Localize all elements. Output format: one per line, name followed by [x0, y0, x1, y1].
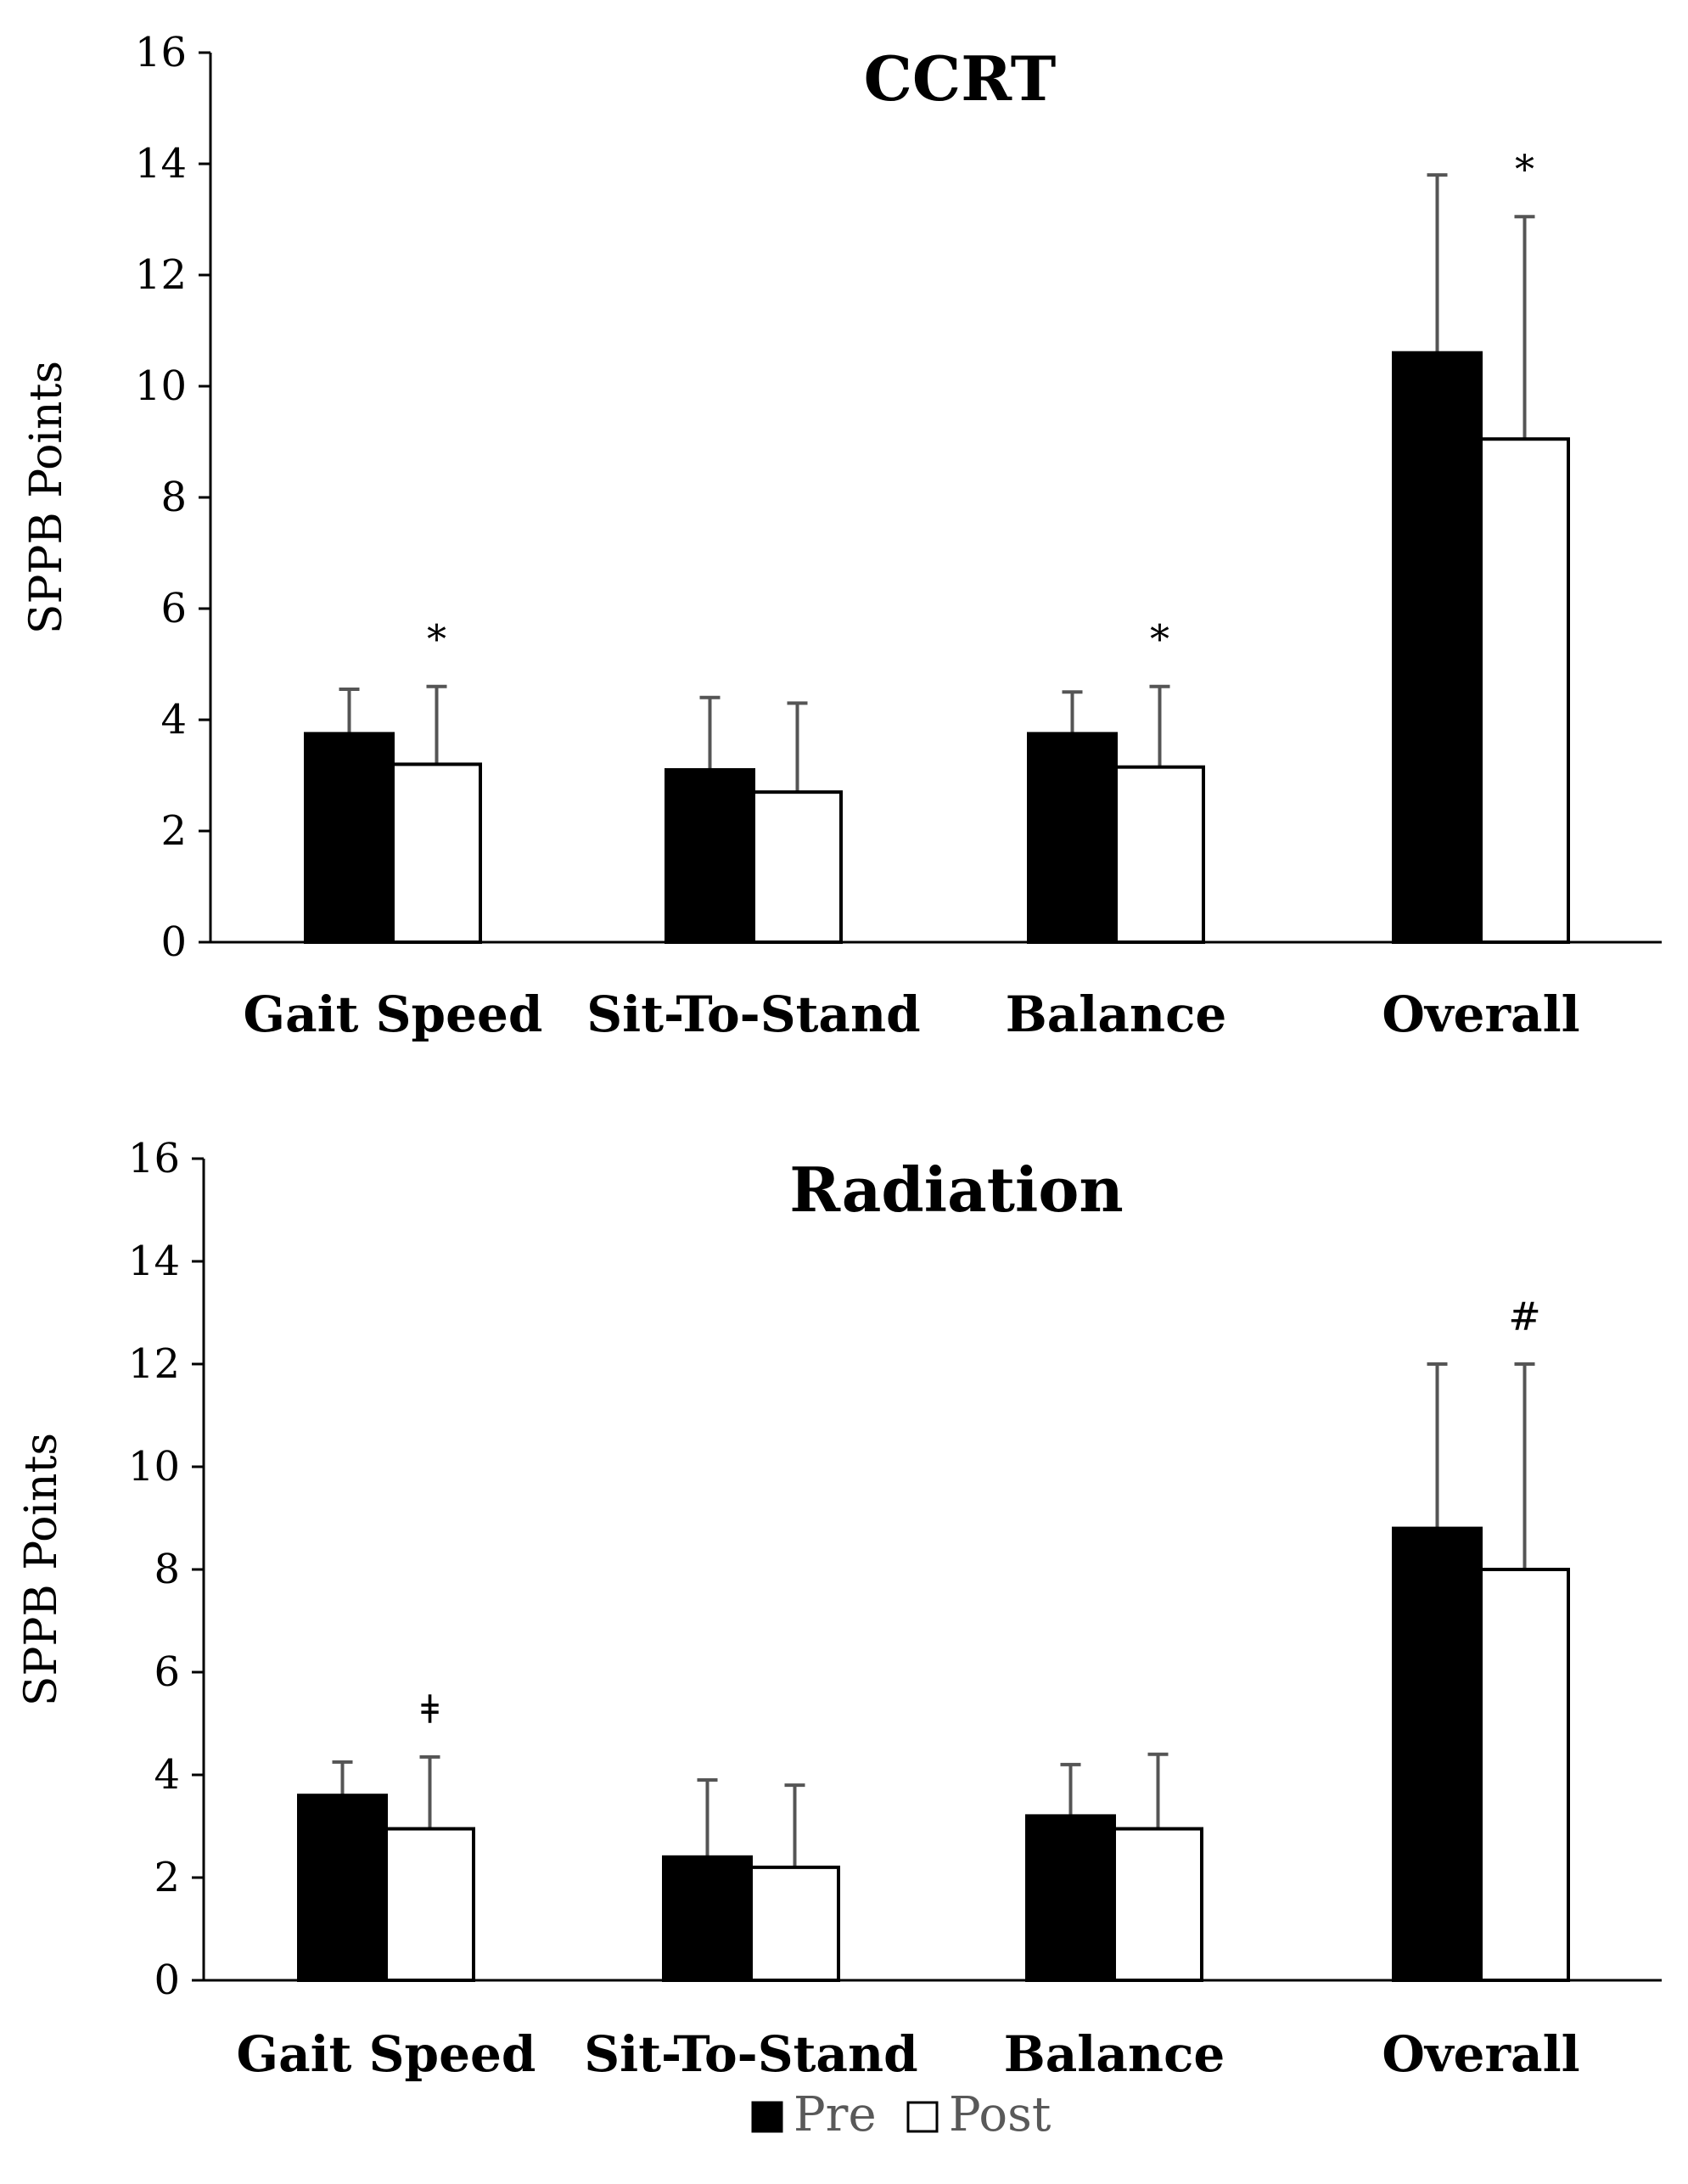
legend-swatch-pre: [751, 2101, 783, 2133]
y-axis-label: SPPB Points: [21, 361, 72, 634]
bar-post: [752, 790, 843, 945]
bar-post: [391, 762, 482, 945]
x-category-label: Sit-To-Stand: [586, 985, 920, 1043]
legend-label-pre: Pre: [794, 2087, 877, 2142]
y-tick-label: 6: [154, 1648, 180, 1696]
x-category-label: Gait Speed: [244, 985, 543, 1043]
chart-panel-2: Radiation SPPB Points 0 2 4 6 8 10 12 14 16 ǂ Gait S…: [16, 1135, 1662, 2083]
bar-post: [1113, 1827, 1203, 1982]
significance-marker: #: [1508, 1294, 1541, 1339]
bar-post: [384, 1827, 475, 1982]
y-tick-label: 2: [154, 1854, 180, 1901]
y-tick-label: 8: [154, 1546, 180, 1593]
bar-pre: [1392, 351, 1483, 944]
y-axis-label: SPPB Points: [16, 1433, 67, 1706]
bar-pre: [1392, 1526, 1483, 1982]
y-tick-label: 8: [160, 474, 187, 521]
bar-post: [1479, 437, 1570, 944]
y-tick-label: 12: [128, 1340, 180, 1388]
y-tick-label: 4: [154, 1751, 180, 1799]
bar-post: [1479, 1568, 1570, 1982]
bar-pre: [1025, 1814, 1116, 1982]
bar-pre: [662, 1855, 753, 1983]
y-tick-label: 0: [160, 918, 187, 966]
legend: Pre Post: [751, 2087, 1051, 2142]
bar-post: [749, 1865, 840, 1982]
significance-marker: *: [427, 616, 446, 662]
y-tick-label: 10: [135, 362, 187, 410]
y-tick-label: 4: [160, 696, 187, 744]
y-tick-label: 16: [135, 29, 187, 76]
y-tick-label: 12: [135, 251, 187, 299]
bar-pre: [1027, 732, 1118, 944]
x-category-label: Gait Speed: [237, 2025, 536, 2083]
y-tick-label: 14: [128, 1238, 180, 1285]
significance-marker: *: [1150, 616, 1169, 662]
x-category-label: Overall: [1382, 2025, 1579, 2083]
x-category-label: Overall: [1382, 985, 1579, 1043]
x-category-label: Balance: [1004, 2025, 1225, 2083]
y-tick-label: 2: [160, 807, 187, 855]
x-category-label: Balance: [1006, 985, 1227, 1043]
y-tick-label: 6: [160, 585, 187, 632]
significance-marker: *: [1515, 146, 1534, 192]
chart-title: CCRT: [864, 42, 1057, 115]
x-category-label: Sit-To-Stand: [584, 2025, 917, 2083]
bar-pre: [304, 732, 395, 944]
legend-swatch-post: [906, 2101, 939, 2133]
bar-pre: [297, 1794, 388, 1982]
y-tick-label: 10: [128, 1443, 180, 1491]
chart-panel-1: CCRT SPPB Points 0 2 4 6 8 10 12 14 16 * Gait Speed S…: [21, 29, 1662, 1043]
y-tick-label: 0: [154, 1957, 180, 2004]
legend-label-post: Post: [949, 2087, 1051, 2142]
y-tick-label: 14: [135, 140, 187, 188]
bar-post: [1114, 765, 1205, 944]
significance-marker: ǂ: [421, 1687, 439, 1732]
bar-pre: [665, 767, 755, 945]
y-tick-label: 16: [128, 1135, 180, 1182]
chart-title: Radiation: [789, 1154, 1123, 1226]
